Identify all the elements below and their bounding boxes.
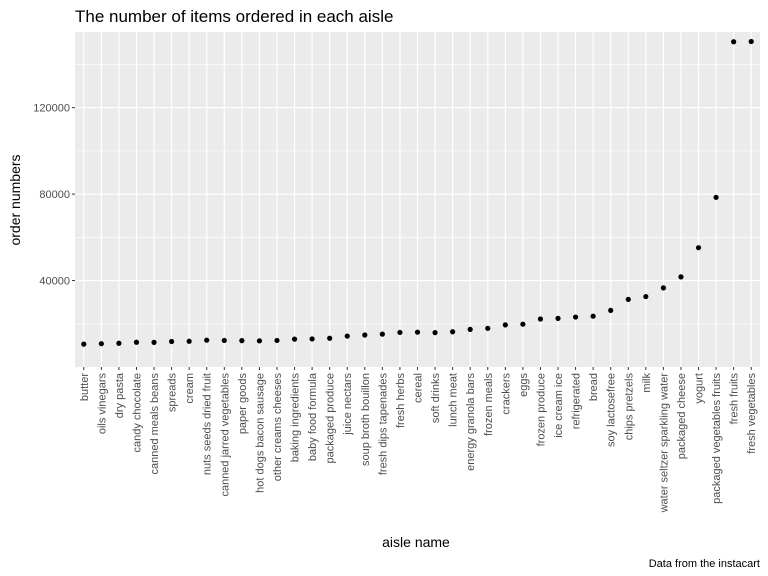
x-tick-label: water seltzer sparkling water bbox=[658, 373, 670, 514]
data-point bbox=[344, 333, 350, 339]
x-tick-label: crackers bbox=[500, 373, 512, 415]
x-tick-label: refrigerated bbox=[571, 373, 583, 429]
data-point bbox=[309, 336, 315, 342]
data-point bbox=[520, 321, 526, 327]
y-tick-label: 40000 bbox=[39, 276, 70, 288]
x-tick-label: energy granola bars bbox=[465, 373, 477, 471]
x-tick-label: canned jarred vegetables bbox=[219, 373, 231, 497]
data-point bbox=[186, 338, 192, 344]
data-point bbox=[678, 274, 684, 280]
x-tick-label: juice nectars bbox=[342, 373, 354, 436]
data-point bbox=[660, 285, 666, 291]
x-tick-label: other creams cheeses bbox=[272, 373, 284, 482]
data-point bbox=[169, 338, 175, 345]
data-point bbox=[432, 330, 438, 336]
x-tick-label: butter bbox=[79, 373, 91, 401]
x-axis-title: aisle name bbox=[382, 534, 450, 550]
plot-panel bbox=[75, 32, 760, 367]
x-tick-label: paper goods bbox=[237, 373, 249, 435]
data-point bbox=[643, 293, 649, 300]
x-tick-label: frozen produce bbox=[535, 373, 547, 446]
x-tick-label: baking ingredients bbox=[290, 373, 302, 463]
x-tick-label: oils vinegars bbox=[96, 373, 108, 435]
data-point bbox=[625, 296, 631, 302]
y-axis: 40000 80000 120000 bbox=[33, 103, 75, 288]
data-point bbox=[151, 339, 157, 345]
x-tick-label: spreads bbox=[167, 373, 179, 413]
x-tick-label: milk bbox=[641, 373, 653, 393]
data-point bbox=[133, 339, 140, 345]
x-tick-label: fresh fruits bbox=[729, 373, 741, 425]
x-tick-label: ice cream ice bbox=[553, 373, 565, 438]
data-point bbox=[379, 331, 385, 337]
data-point bbox=[695, 245, 702, 251]
data-point bbox=[485, 325, 491, 331]
data-point bbox=[98, 341, 104, 347]
x-tick-label: soup broth bouillon bbox=[360, 373, 372, 466]
data-point bbox=[590, 313, 596, 319]
x-tick-label: eggs bbox=[518, 373, 530, 397]
data-point bbox=[327, 335, 333, 341]
data-point bbox=[414, 329, 421, 335]
data-point bbox=[450, 329, 456, 335]
x-tick-label: frozen meals bbox=[483, 373, 495, 436]
data-point bbox=[256, 338, 263, 344]
x-tick-label: hot dogs bacon sausage bbox=[254, 373, 266, 493]
data-point bbox=[397, 329, 403, 336]
data-point bbox=[81, 341, 87, 347]
x-tick-label: cereal bbox=[413, 373, 425, 403]
chart-caption: Data from the instacart bbox=[649, 558, 760, 570]
y-tick-label: 80000 bbox=[39, 189, 70, 201]
data-point bbox=[116, 340, 122, 346]
x-axis: butter oils vinegars dry pasta candy chocol… bbox=[79, 367, 758, 513]
data-point bbox=[362, 332, 368, 338]
data-point bbox=[537, 316, 544, 322]
data-point bbox=[502, 322, 508, 328]
y-axis-title: order numbers bbox=[7, 154, 23, 245]
x-tick-label: nuts seeds dried fruit bbox=[202, 373, 214, 475]
data-point bbox=[731, 39, 737, 45]
x-tick-label: soft drinks bbox=[430, 373, 442, 424]
data-point bbox=[204, 337, 210, 343]
data-point bbox=[239, 338, 245, 344]
x-tick-label: fresh herbs bbox=[395, 373, 407, 429]
x-tick-label: chips pretzels bbox=[623, 373, 635, 441]
x-tick-label: canned meals beans bbox=[149, 373, 161, 475]
x-tick-label: fresh vegetables bbox=[746, 373, 758, 454]
x-tick-label: yogurt bbox=[694, 373, 706, 404]
data-point bbox=[608, 307, 614, 313]
x-tick-label: packaged produce bbox=[325, 373, 337, 464]
x-tick-label: baby food formula bbox=[307, 372, 319, 461]
chart-title: The number of items ordered in each aisl… bbox=[75, 7, 393, 26]
data-points bbox=[81, 38, 754, 347]
data-point bbox=[713, 194, 719, 200]
x-tick-label: packaged cheese bbox=[676, 373, 688, 459]
x-tick-label: candy chocolate bbox=[131, 373, 143, 453]
data-point bbox=[572, 314, 579, 320]
x-tick-label: lunch meat bbox=[448, 373, 460, 427]
data-point bbox=[274, 337, 280, 344]
x-tick-label: cream bbox=[184, 373, 196, 404]
x-tick-label: packaged vegetables fruits bbox=[711, 373, 723, 504]
data-point bbox=[748, 38, 754, 45]
data-point bbox=[291, 336, 298, 342]
x-tick-label: dry pasta bbox=[114, 372, 126, 418]
data-point bbox=[467, 326, 473, 332]
data-point bbox=[555, 315, 561, 321]
y-tick-label: 120000 bbox=[33, 103, 70, 115]
x-tick-label: bread bbox=[588, 373, 600, 401]
x-tick-label: soy lactosefree bbox=[606, 373, 618, 447]
data-point bbox=[221, 337, 227, 344]
x-tick-label: fresh dips tapenades bbox=[377, 373, 389, 476]
